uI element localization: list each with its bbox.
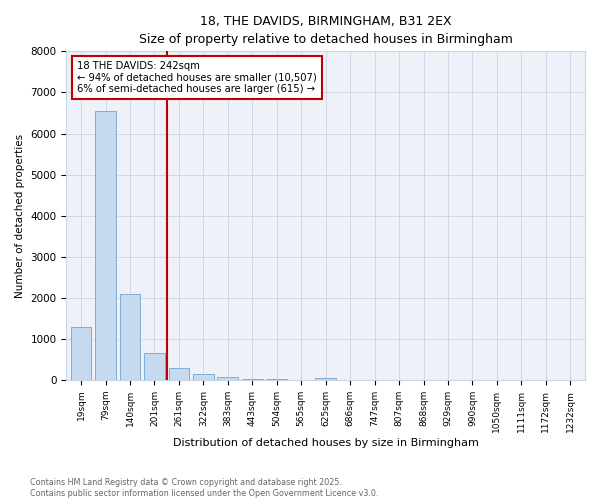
Text: 18 THE DAVIDS: 242sqm
← 94% of detached houses are smaller (10,507)
6% of semi-d: 18 THE DAVIDS: 242sqm ← 94% of detached … — [77, 61, 317, 94]
Text: Contains HM Land Registry data © Crown copyright and database right 2025.
Contai: Contains HM Land Registry data © Crown c… — [30, 478, 379, 498]
Bar — [242, 379, 263, 380]
Bar — [119, 294, 140, 380]
Bar — [193, 374, 214, 380]
Bar — [217, 377, 238, 380]
Bar — [71, 326, 91, 380]
Y-axis label: Number of detached properties: Number of detached properties — [15, 134, 25, 298]
Bar — [169, 368, 190, 380]
X-axis label: Distribution of detached houses by size in Birmingham: Distribution of detached houses by size … — [173, 438, 479, 448]
Bar — [95, 111, 116, 380]
Title: 18, THE DAVIDS, BIRMINGHAM, B31 2EX
Size of property relative to detached houses: 18, THE DAVIDS, BIRMINGHAM, B31 2EX Size… — [139, 15, 512, 46]
Bar — [316, 378, 336, 380]
Bar — [144, 354, 165, 380]
